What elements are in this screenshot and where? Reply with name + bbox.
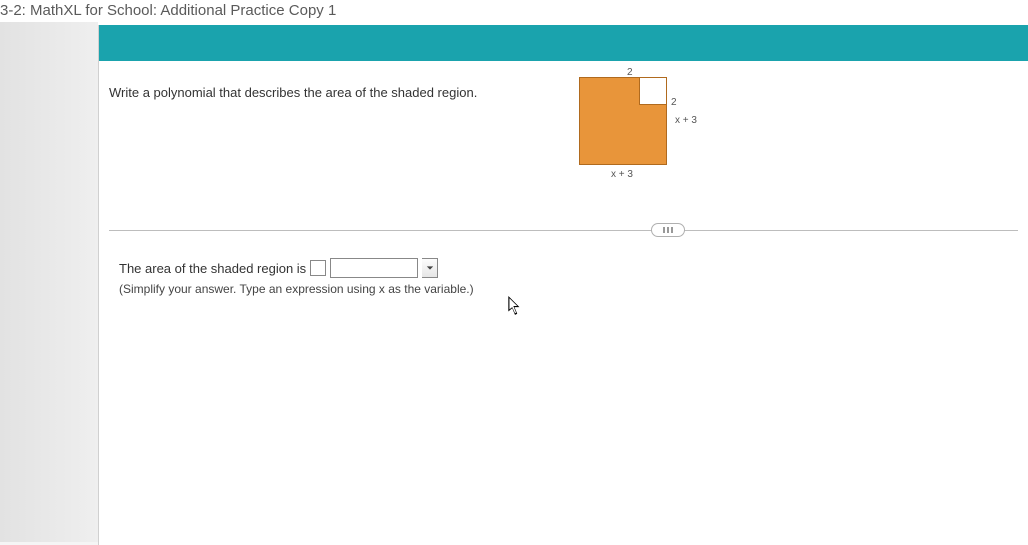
content-frame: Write a polynomial that describes the ar…: [98, 25, 1028, 545]
figure: 2 2 x + 3 x + 3: [579, 67, 779, 197]
left-gutter: [0, 22, 98, 542]
assignment-banner: [99, 25, 1028, 61]
chevron-down-icon: [426, 264, 434, 272]
answer-token-box[interactable]: [310, 260, 326, 276]
answer-hint: (Simplify your answer. Type an expressio…: [119, 282, 1008, 296]
section-divider: [109, 220, 1018, 240]
answer-prompt: The area of the shaded region is: [119, 261, 306, 276]
problem-area: Write a polynomial that describes the ar…: [99, 61, 1028, 316]
problem-instruction: Write a polynomial that describes the ar…: [109, 85, 1018, 100]
shaded-square: [579, 77, 667, 165]
label-small-right: 2: [671, 97, 677, 108]
label-small-top: 2: [627, 67, 633, 78]
divider-handle[interactable]: [651, 223, 685, 237]
answer-dropdown-button[interactable]: [422, 258, 438, 278]
divider-line: [109, 230, 1018, 231]
label-big-bottom: x + 3: [611, 169, 633, 180]
label-big-right: x + 3: [675, 115, 697, 126]
answer-area: The area of the shaded region is (Simpli…: [109, 240, 1018, 306]
answer-line: The area of the shaded region is: [119, 258, 1008, 278]
answer-input[interactable]: [330, 258, 418, 278]
page-title-text: 3-2: MathXL for School: Additional Pract…: [0, 2, 336, 19]
cutout-square: [639, 77, 667, 105]
page-title: 3-2: MathXL for School: Additional Pract…: [0, 0, 1028, 25]
